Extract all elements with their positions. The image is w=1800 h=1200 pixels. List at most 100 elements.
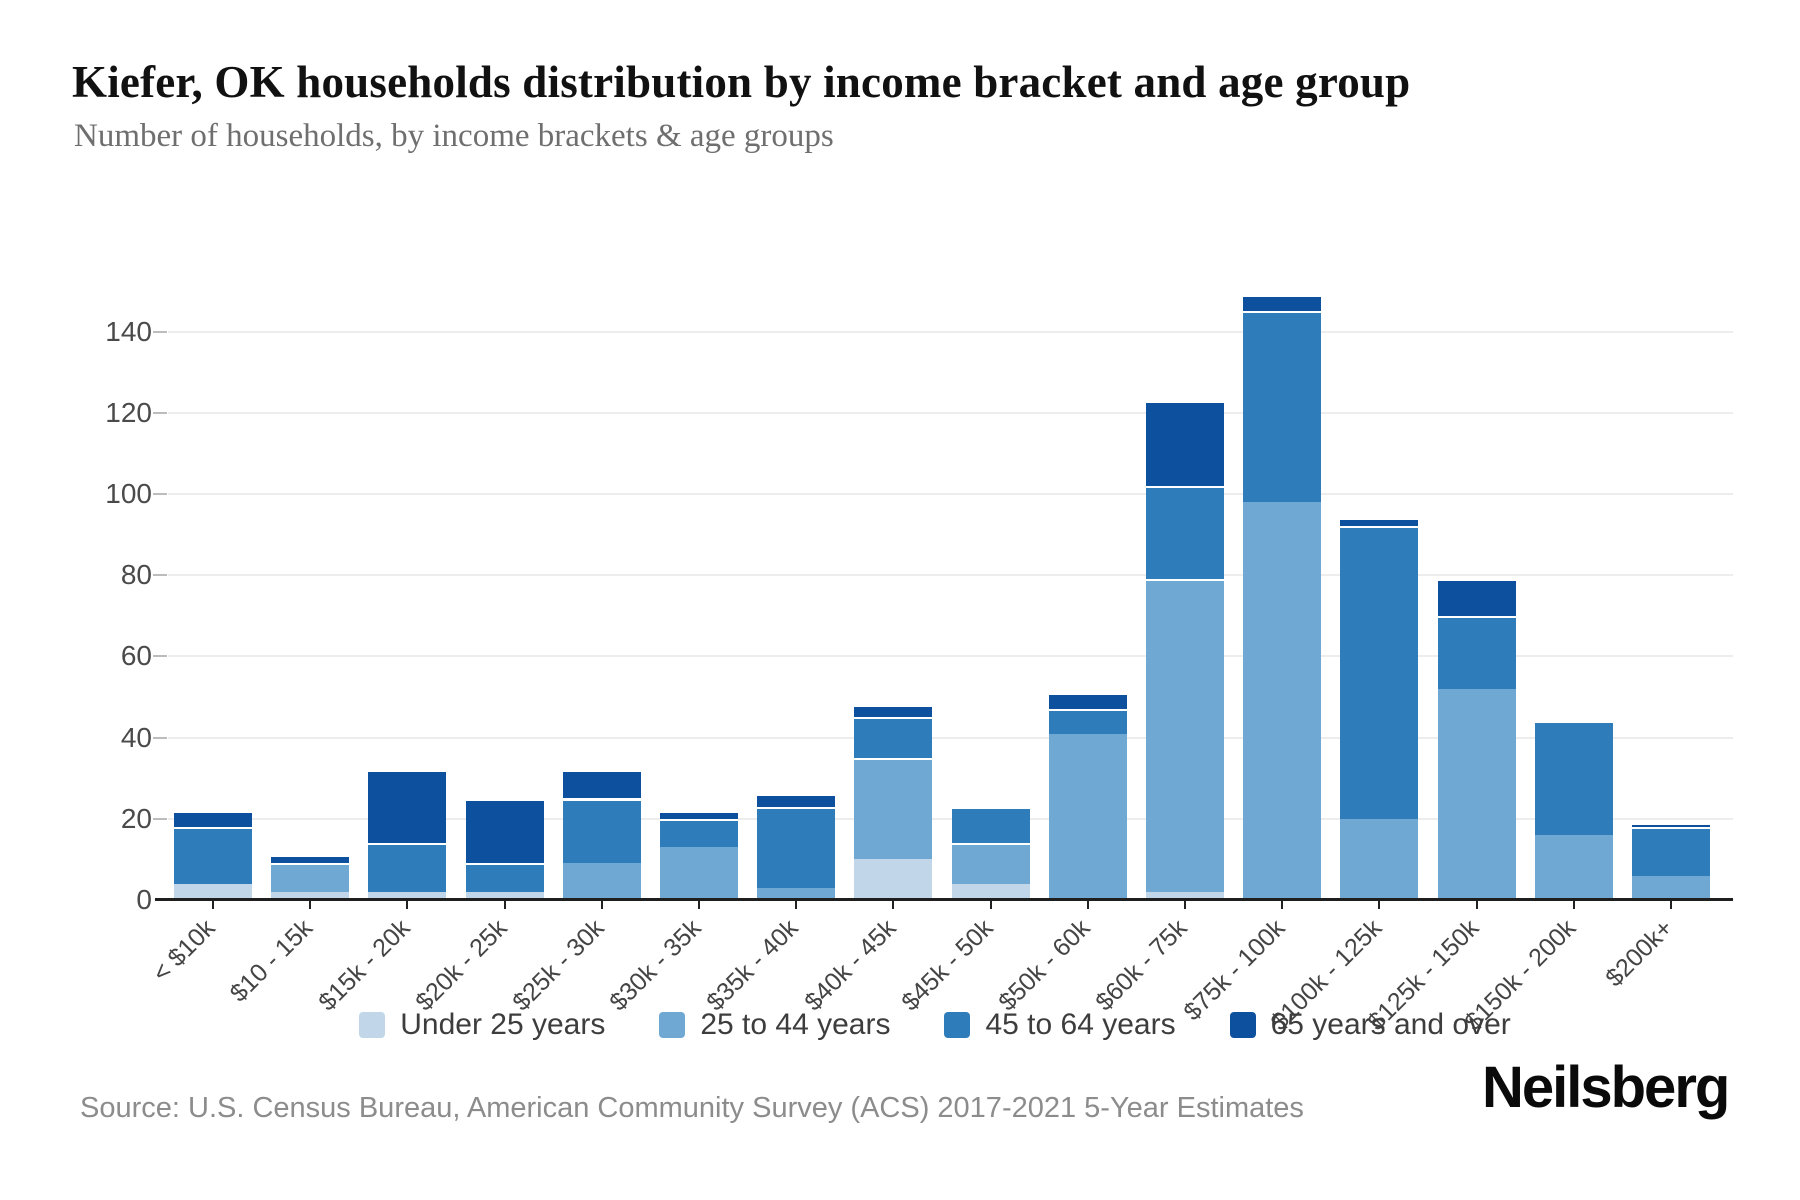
bar-segment-25-to-44-years-8 [854,757,933,860]
bar-segment-65-years-and-over-5 [562,770,641,799]
legend-item-2: 25 to 44 years [659,1008,890,1042]
x-axis-category-label: $10 - 15k [224,914,319,1008]
x-axis-category-label: $30k - 35k [604,914,707,1017]
bar-segment-45-to-64-years-15 [1534,721,1613,836]
bar-segment-under-25-years-9 [951,883,1030,900]
bar-segment-65-years-and-over-8 [854,705,933,718]
bar-segment-under-25-years-2 [271,891,350,900]
legend-swatch-icon [359,1012,386,1038]
bar-segment-45-to-64-years-14 [1437,615,1516,689]
bar-segment-45-to-64-years-5 [562,798,641,864]
legend-swatch-icon [659,1012,686,1038]
bar-segment-65-years-and-over-1 [174,810,252,827]
y-axis-tick-label: 20 [120,802,152,834]
bar-segment-under-25-years-3 [368,891,447,900]
x-axis-tick [795,900,798,909]
bar-segment-65-years-and-over-13 [1340,518,1419,527]
y-axis-tick-label: 80 [120,559,152,591]
y-axis-tick-label: 0 [136,884,152,915]
x-axis-tick [503,900,506,909]
x-axis-line [155,898,1733,901]
gridline [168,574,1733,577]
legend-item-1: Under 25 years [359,1008,605,1042]
gridline [168,817,1733,820]
bar-segment-25-to-44-years-5 [562,863,641,900]
x-axis-category-label: $40k - 45k [798,914,902,1017]
bar-segment-65-years-and-over-2 [271,855,350,864]
bar-segment-65-years-and-over-3 [368,770,447,844]
x-axis-category-label: $50k - 60k [993,914,1096,1017]
y-axis-tick-label: 140 [105,315,152,347]
y-axis-tick [153,411,167,414]
x-axis-category-label: $25k - 30k [507,914,610,1017]
x-axis-tick [698,900,700,909]
bar-segment-65-years-and-over-16 [1632,822,1710,827]
brand-logo: Neilsberg [1482,1055,1730,1120]
bar-segment-25-to-44-years-6 [660,847,738,900]
y-axis-tick [153,736,167,739]
bar-segment-25-to-44-years-11 [1146,579,1224,892]
legend-swatch-icon [944,1012,971,1038]
x-axis-tick [1378,900,1381,909]
x-axis-tick [406,900,409,909]
y-axis-tick [153,655,167,658]
bar-segment-65-years-and-over-6 [660,810,738,819]
y-axis-tick-label: 40 [120,721,152,753]
x-axis-category-label: $20k - 25k [410,914,513,1017]
chart-title: Kiefer, OK households distribution by in… [72,57,1411,107]
bar-segment-25-to-44-years-13 [1340,818,1419,900]
chart-subtitle: Number of households, by income brackets… [74,118,834,154]
y-axis-tick [153,817,167,820]
bar-segment-under-25-years-4 [465,891,544,900]
bar-segment-45-to-64-years-11 [1146,485,1224,580]
bar-segment-under-25-years-1 [174,883,252,900]
legend-swatch-icon [1229,1012,1256,1038]
bar-segment-45-to-64-years-16 [1632,826,1710,876]
x-axis-tick [309,900,312,909]
bar-segment-45-to-64-years-6 [660,818,738,848]
bar-segment-under-25-years-11 [1146,891,1224,900]
bar-segment-25-to-44-years-16 [1632,875,1710,900]
bar-segment-45-to-64-years-12 [1243,311,1322,503]
bar-segment-25-to-44-years-12 [1243,502,1322,900]
bar-segment-45-to-64-years-3 [368,843,447,892]
bar-segment-under-25-years-8 [854,859,933,900]
x-axis-tick [892,900,895,909]
x-axis-tick [212,900,214,909]
x-axis-category-label: $60k - 75k [1090,914,1193,1017]
x-axis-category-label: $35k - 40k [701,914,805,1017]
bar-segment-65-years-and-over-14 [1437,579,1516,616]
source-note: Source: U.S. Census Bureau, American Com… [80,1092,1304,1124]
y-axis-tick-label: 120 [105,396,152,428]
bar-segment-45-to-64-years-10 [1048,709,1127,734]
legend-label: 45 to 64 years [985,1008,1176,1041]
legend-item-3: 45 to 64 years [944,1008,1176,1042]
x-axis-tick [1670,900,1672,909]
y-axis-tick [153,574,167,577]
bar-segment-65-years-and-over-7 [757,794,836,807]
bar-segment-45-to-64-years-9 [951,806,1030,844]
bar-segment-25-to-44-years-9 [951,843,1030,884]
x-axis-category-label: < $10k [147,914,221,988]
bar-segment-65-years-and-over-4 [465,798,544,864]
gridline [168,330,1733,333]
x-axis-tick [989,900,992,909]
x-axis-tick [1475,900,1478,909]
gridline [168,411,1733,414]
y-axis-tick [153,330,167,333]
x-axis-category-label: $15k - 20k [312,914,416,1017]
bar-segment-45-to-64-years-7 [757,806,836,888]
x-axis-tick [600,900,603,909]
bar-segment-25-to-44-years-7 [757,887,836,900]
bar-segment-45-to-64-years-4 [465,863,544,892]
x-axis-tick [1184,900,1186,909]
bar-segment-45-to-64-years-1 [174,826,252,884]
legend-label: 25 to 44 years [700,1008,891,1041]
y-axis-tick-label: 60 [120,640,152,672]
bar-segment-65-years-and-over-10 [1048,692,1127,710]
bar-segment-25-to-44-years-14 [1437,688,1516,900]
y-axis-tick [153,493,167,495]
gridline [168,736,1733,739]
x-axis-tick [1281,900,1284,909]
